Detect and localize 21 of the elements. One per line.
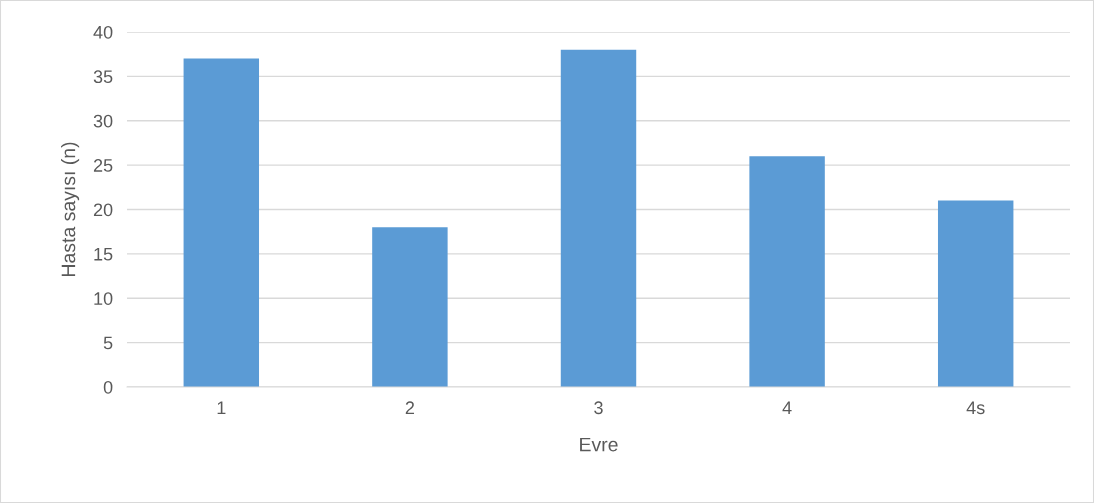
bar — [749, 156, 825, 387]
y-tick-label: 10 — [94, 292, 113, 305]
x-tick-label: 4s — [966, 401, 985, 415]
bar — [183, 58, 260, 387]
bar — [372, 227, 448, 387]
bar — [560, 49, 637, 387]
y-axis-title: Hasta sayısı (n) — [61, 142, 80, 276]
x-tick-label: 2 — [405, 401, 415, 414]
y-tick-label: 40 — [93, 25, 113, 39]
y-tick-label: 0 — [103, 380, 113, 394]
y-tick-label: 35 — [93, 70, 113, 84]
x-axis-title: Evre — [580, 437, 618, 452]
y-tick-label: 20 — [93, 203, 113, 217]
x-tick-label: 4 — [782, 401, 792, 414]
y-tick-label: 15 — [94, 248, 113, 261]
y-tick-label: 25 — [93, 159, 113, 172]
y-tick-label: 30 — [93, 114, 113, 128]
x-tick-label: 3 — [594, 401, 603, 415]
bar — [937, 200, 1014, 387]
y-tick-label: 5 — [103, 336, 113, 350]
x-tick-label: 1 — [217, 401, 226, 414]
